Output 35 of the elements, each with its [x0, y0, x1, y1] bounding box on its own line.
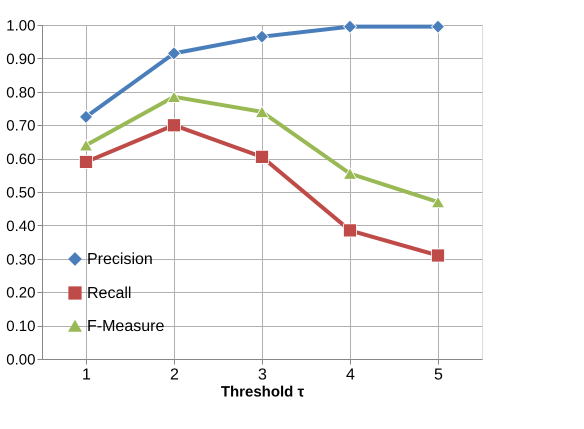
point: [343, 168, 357, 180]
point: [167, 90, 181, 103]
x-tick-label: 4: [346, 366, 356, 384]
y-tick-label: 0.90: [6, 50, 36, 68]
y-tick-label: 0.30: [6, 251, 36, 268]
point: [255, 150, 269, 164]
y-tick-label: 0.50: [6, 184, 36, 202]
x-axis-title: Threshold τ: [220, 384, 304, 400]
y-tick-label: 0.20: [6, 284, 36, 302]
y-tick-label: 1.00: [6, 18, 36, 34]
point: [167, 46, 181, 60]
point: [79, 155, 93, 169]
y-tick-label: 0.00: [6, 352, 36, 368]
x-tick-label: 1: [82, 366, 92, 384]
y-tick-label: 0.60: [6, 151, 36, 168]
y-tick-label: 0.80: [6, 84, 36, 102]
point: [343, 20, 357, 34]
point: [167, 118, 181, 132]
point: [79, 139, 93, 152]
x-tick-label: 2: [170, 366, 180, 384]
x-tick-label: 3: [258, 366, 268, 384]
point: [431, 196, 445, 208]
point: [255, 106, 269, 118]
legend-label: Recall: [87, 285, 132, 302]
y-tick-label: 0.10: [6, 318, 36, 336]
y-tick-label: 0.40: [6, 218, 36, 235]
point: [255, 30, 269, 44]
point: [79, 110, 93, 124]
point: [431, 248, 445, 262]
legend-label: Precision: [87, 251, 153, 268]
x-tick-label: 5: [434, 366, 444, 384]
legend-label: F-Measure: [87, 318, 164, 335]
point: [343, 223, 357, 238]
point: [431, 20, 445, 34]
y-tick-label: 0.70: [6, 118, 36, 135]
